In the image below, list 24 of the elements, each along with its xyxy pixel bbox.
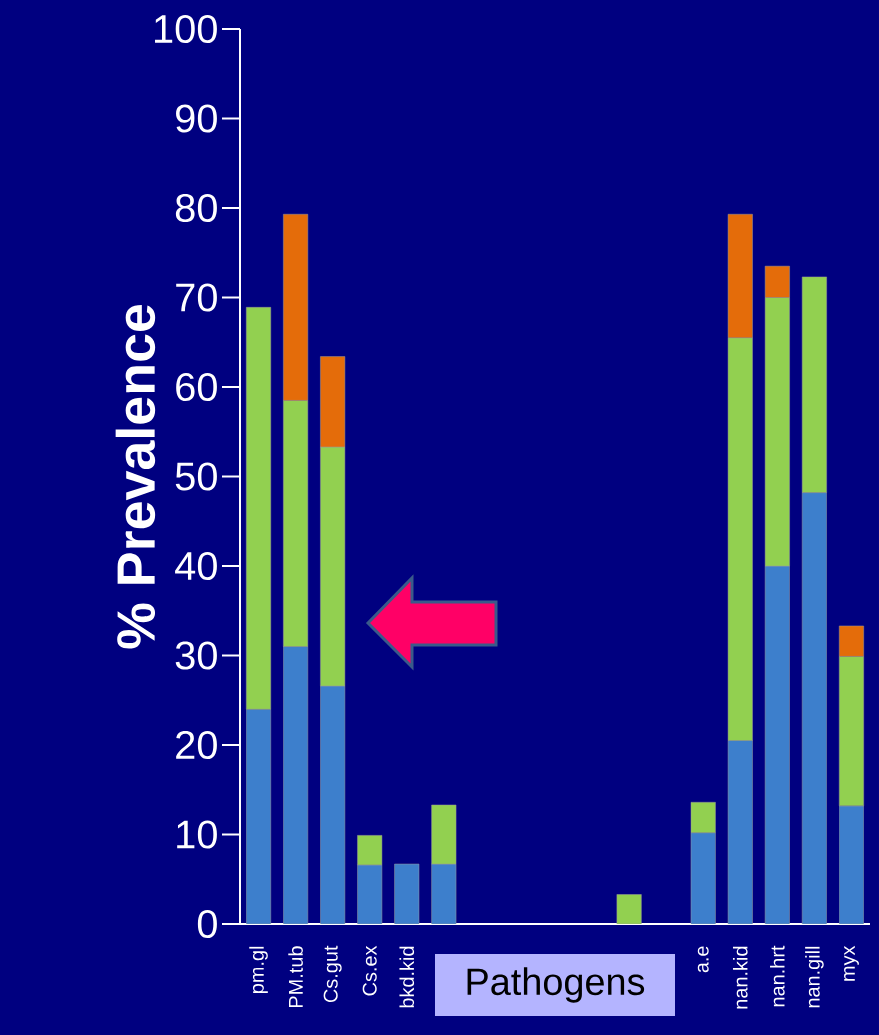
- x-tick-label: nan.gill: [805, 946, 824, 1008]
- y-tick-label: 60: [176, 372, 217, 402]
- x-axis-title: Pathogens: [467, 967, 645, 1003]
- y-tick-label: 30: [175, 641, 217, 670]
- y-tick-label: 50: [175, 462, 217, 491]
- x-tick-label: a.e: [697, 946, 709, 973]
- x-tick-label: pm.gl: [249, 946, 268, 993]
- y-tick-label: 80: [175, 193, 217, 223]
- x-tick-label: Cs.gut: [323, 945, 342, 1003]
- y-tick-label: 20: [176, 730, 217, 760]
- y-axis-title: % Prevalence: [115, 304, 156, 649]
- x-tick-label: bkd.kid: [399, 946, 415, 1008]
- y-tick-label: 90: [176, 104, 217, 133]
- bar: [616, 894, 642, 924]
- x-tick-label: nan.kid: [732, 946, 748, 1009]
- y-tick-label: 0: [197, 909, 217, 939]
- y-tick-label: 10: [177, 820, 217, 849]
- x-tick-label: PM.tub: [288, 946, 303, 1007]
- y-tick-label: 40: [175, 551, 217, 581]
- y-tick-label: 70: [176, 283, 217, 312]
- x-tick-label: myx: [844, 945, 859, 981]
- x-tick-label: Cs.ex: [362, 945, 377, 996]
- x-tick-label: nan.hrt: [770, 945, 785, 1007]
- y-tick-label: 100: [155, 14, 217, 44]
